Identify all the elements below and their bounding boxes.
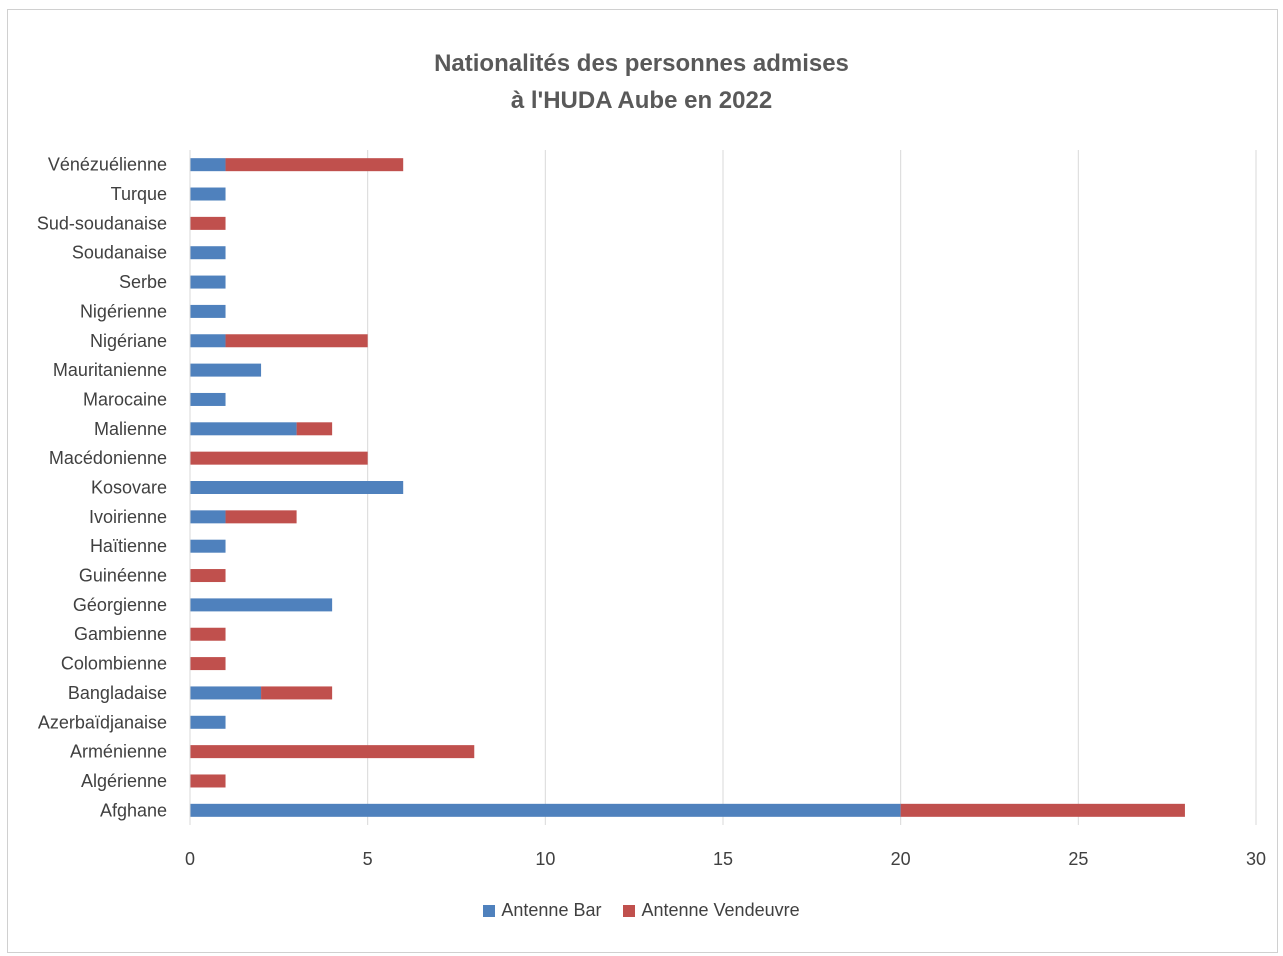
bar-kosovare-antenne-bar — [190, 481, 404, 494]
bar-colombienne-antenne-vendeuvre — [190, 657, 226, 671]
x-tick-label: 30 — [1246, 849, 1266, 869]
y-axis-labels: Afghane Algérienne Arménienne Azerbaïdjanai… — [37, 155, 167, 821]
bar-georgienne-antenne-bar — [190, 598, 333, 612]
bar-ivoirienne-antenne-bar — [190, 510, 226, 524]
y-tick-label-serbe: Serbe — [119, 272, 167, 292]
bar-malienne-antenne-bar — [190, 422, 297, 436]
bar-sud-soudanaise-antenne-vendeuvre — [190, 216, 226, 230]
bar-algerienne-antenne-vendeuvre — [190, 774, 226, 788]
legend-label-antenne-bar: Antenne Bar — [501, 900, 602, 920]
bar-nigeriane-antenne-vendeuvre — [225, 334, 368, 348]
bar-afghane-antenne-bar — [190, 803, 901, 817]
bar-bangladaise-antenne-bar — [190, 686, 262, 700]
y-tick-label-marocaine: Marocaine — [83, 389, 167, 409]
bar-nigeriane-antenne-bar — [190, 334, 226, 348]
x-tick-label: 20 — [891, 849, 911, 869]
y-tick-label-mauritanienne: Mauritanienne — [53, 360, 167, 380]
y-tick-label-bangladaise: Bangladaise — [68, 683, 167, 703]
y-tick-label-macedonienne: Macédonienne — [49, 448, 167, 468]
y-tick-label-malienne: Malienne — [94, 419, 167, 439]
y-tick-label-afghane: Afghane — [100, 800, 167, 820]
bar-haitienne-antenne-bar — [190, 539, 226, 553]
x-tick-label: 15 — [713, 849, 733, 869]
legend-item-antenne-vendeuvre: Antenne Vendeuvre — [623, 900, 800, 921]
gridlines — [367, 150, 1257, 825]
bar-mauritanienne-antenne-bar — [190, 363, 262, 377]
bar-afghane-antenne-vendeuvre — [900, 803, 1185, 817]
legend-item-antenne-bar: Antenne Bar — [483, 900, 601, 921]
bar-macedonienne-antenne-vendeuvre — [190, 451, 368, 465]
legend-swatch-antenne-vendeuvre — [623, 904, 636, 917]
bar-ivoirienne-antenne-vendeuvre — [225, 510, 297, 524]
y-tick-label-azerbaidjanaise: Azerbaïdjanaise — [38, 712, 167, 732]
y-tick-label-georgienne: Géorgienne — [73, 595, 167, 615]
y-tick-label-guineenne: Guinéenne — [79, 566, 167, 586]
y-tick-label-nigerienne: Nigérienne — [80, 301, 167, 321]
y-tick-label-ivoirienne: Ivoirienne — [89, 507, 167, 527]
legend-label-antenne-vendeuvre: Antenne Vendeuvre — [641, 900, 800, 920]
x-tick-label: 0 — [185, 849, 195, 869]
bar-malienne-antenne-vendeuvre — [296, 422, 333, 436]
bar-marocaine-antenne-bar — [190, 392, 226, 406]
y-tick-label-gambienne: Gambienne — [74, 624, 167, 644]
x-axis-labels: 0 5 10 15 20 25 30 — [185, 849, 1266, 869]
x-tick-label: 10 — [535, 849, 555, 869]
chart-title-line-1: Nationalités des personnes admises — [434, 50, 849, 77]
y-tick-label-soudanaise: Soudanaise — [72, 243, 167, 263]
bar-bangladaise-antenne-vendeuvre — [261, 686, 333, 700]
bar-guineenne-antenne-vendeuvre — [190, 569, 226, 583]
bar-soudanaise-antenne-bar — [190, 246, 226, 260]
legend: Antenne Bar Antenne Vendeuvre — [0, 900, 1283, 921]
bar-turque-antenne-bar — [190, 187, 226, 201]
x-tick-label: 5 — [363, 849, 373, 869]
chart-title: Nationalités des personnes admises à l'H… — [0, 45, 1283, 119]
chart-title-line-2: à l'HUDA Aube en 2022 — [510, 87, 773, 114]
legend-swatch-antenne-bar — [483, 904, 496, 917]
y-tick-label-haitienne: Haïtienne — [90, 536, 167, 556]
y-tick-label-turque: Turque — [111, 184, 167, 204]
y-tick-label-sud-soudanaise: Sud-soudanaise — [37, 213, 167, 233]
bar-nigerienne-antenne-bar — [190, 304, 226, 318]
bar-armenienne-antenne-vendeuvre — [190, 745, 475, 759]
bars — [190, 158, 1185, 817]
y-tick-label-algerienne: Algérienne — [81, 771, 167, 791]
bar-venezuelienne-antenne-bar — [190, 158, 226, 172]
y-tick-label-armenienne: Arménienne — [70, 742, 167, 762]
bar-serbe-antenne-bar — [190, 275, 226, 289]
bar-gambienne-antenne-vendeuvre — [190, 627, 226, 641]
y-tick-label-nigeriane: Nigériane — [90, 331, 167, 351]
y-tick-label-colombienne: Colombienne — [61, 654, 167, 674]
y-tick-label-venezuelienne: Vénézuélienne — [48, 155, 167, 175]
bar-azerbaidjanaise-antenne-bar — [190, 715, 226, 729]
y-tick-label-kosovare: Kosovare — [91, 478, 167, 498]
x-tick-label: 25 — [1068, 849, 1088, 869]
bar-venezuelienne-antenne-vendeuvre — [225, 158, 404, 172]
